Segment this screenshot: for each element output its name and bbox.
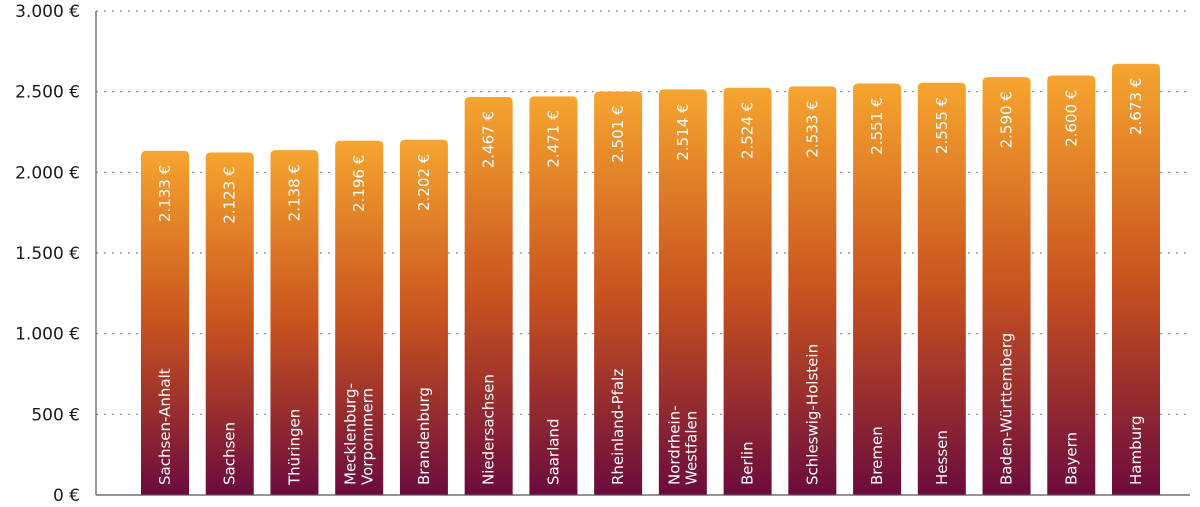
bar bbox=[205, 152, 254, 496]
value-label: 2.471 € bbox=[544, 110, 562, 167]
value-label: 2.600 € bbox=[1062, 90, 1080, 147]
bar-group: 2.202 € Brandenburg bbox=[399, 139, 448, 495]
bar-group: 2.133 € Sachsen-Anhalt bbox=[141, 150, 189, 495]
bar-group: 2.551 € Bremen bbox=[853, 83, 902, 496]
category-label: Nordrhein-Westfalen bbox=[665, 405, 700, 485]
value-label: 2.133 € bbox=[156, 165, 174, 222]
y-tick-label: 1.500 € bbox=[15, 244, 80, 264]
bar-group: 2.673 € Hamburg bbox=[1112, 63, 1160, 495]
bar-group: 2.138 € Thüringen bbox=[270, 150, 319, 495]
y-tick-label: 3.000 € bbox=[15, 2, 80, 22]
bar-group: 2.590 € Baden-Württemberg bbox=[982, 77, 1031, 495]
bar-group: 2.533 € Schleswig-Holstein bbox=[788, 86, 837, 496]
category-label: Rheinland-Pfalz bbox=[609, 369, 627, 485]
category-label: Thüringen bbox=[285, 409, 303, 486]
bar bbox=[723, 87, 772, 495]
bar bbox=[658, 89, 707, 496]
bar-group: 2.501 € Rheinland-Pfalz bbox=[594, 91, 643, 495]
value-label: 2.467 € bbox=[480, 111, 498, 168]
value-label: 2.123 € bbox=[221, 166, 239, 223]
bar-group: 2.555 € Hessen bbox=[917, 82, 966, 495]
y-tick-label: 0 € bbox=[53, 486, 80, 506]
bar-group: 2.471 € Saarland bbox=[529, 96, 578, 495]
bar bbox=[594, 91, 643, 495]
bar bbox=[917, 82, 966, 495]
category-label: Baden-Württemberg bbox=[998, 333, 1016, 485]
bar-group: 2.123 € Sachsen bbox=[205, 152, 254, 496]
y-tick-label: 2.000 € bbox=[15, 163, 80, 183]
category-label: Bayern bbox=[1062, 432, 1080, 485]
bar-group: 2.524 € Berlin bbox=[723, 87, 772, 495]
category-label: Mecklenburg-Vorpommern bbox=[342, 383, 377, 485]
bar bbox=[464, 96, 513, 496]
bar bbox=[270, 150, 319, 495]
value-label: 2.501 € bbox=[609, 106, 627, 163]
bar bbox=[141, 150, 189, 495]
category-label: Saarland bbox=[544, 419, 562, 485]
category-label: Brandenburg bbox=[415, 387, 433, 485]
category-label: Hamburg bbox=[1127, 415, 1145, 485]
bar-group: 2.514 € Nordrhein-Westfalen bbox=[658, 89, 707, 496]
value-label: 2.514 € bbox=[674, 103, 692, 160]
value-label: 2.533 € bbox=[803, 100, 821, 157]
category-label: Bremen bbox=[868, 426, 886, 485]
bar bbox=[853, 83, 902, 496]
bar bbox=[335, 140, 384, 495]
value-label: 2.202 € bbox=[415, 154, 433, 211]
category-label: Hessen bbox=[933, 430, 951, 485]
bar bbox=[1112, 63, 1160, 495]
bar-group: 2.600 € Bayern bbox=[1047, 75, 1096, 496]
bar bbox=[982, 77, 1031, 495]
value-label: 2.196 € bbox=[350, 155, 368, 212]
bar-group: 2.196 € Mecklenburg-Vorpommern bbox=[335, 140, 384, 495]
bar bbox=[788, 86, 837, 496]
bars: 2.133 € Sachsen-Anhalt 2.123 € Sachsen 2.138… bbox=[141, 63, 1160, 496]
y-tick-label: 2.500 € bbox=[15, 83, 80, 103]
value-label: 2.524 € bbox=[739, 102, 757, 159]
category-label: Sachsen bbox=[221, 422, 239, 485]
category-label: Sachsen-Anhalt bbox=[156, 368, 174, 485]
value-label: 2.555 € bbox=[933, 97, 951, 154]
bar bbox=[1047, 75, 1096, 496]
y-axis-ticks: 0 € 500 € 1.000 € 1.500 € 2.000 € 2.500 € 3.00… bbox=[15, 2, 80, 506]
category-label: Niedersachsen bbox=[480, 374, 498, 485]
y-tick-label: 500 € bbox=[31, 405, 80, 425]
value-label: 2.590 € bbox=[998, 91, 1016, 148]
bar bbox=[529, 96, 578, 495]
bar-group: 2.467 € Niedersachsen bbox=[464, 96, 513, 496]
y-tick-label: 1.000 € bbox=[15, 325, 80, 345]
value-label: 2.673 € bbox=[1127, 78, 1145, 135]
category-label: Schleswig-Holstein bbox=[803, 344, 821, 485]
value-label: 2.551 € bbox=[868, 97, 886, 154]
bar bbox=[399, 139, 448, 495]
value-label: 2.138 € bbox=[285, 164, 303, 221]
category-label: Berlin bbox=[739, 441, 757, 485]
